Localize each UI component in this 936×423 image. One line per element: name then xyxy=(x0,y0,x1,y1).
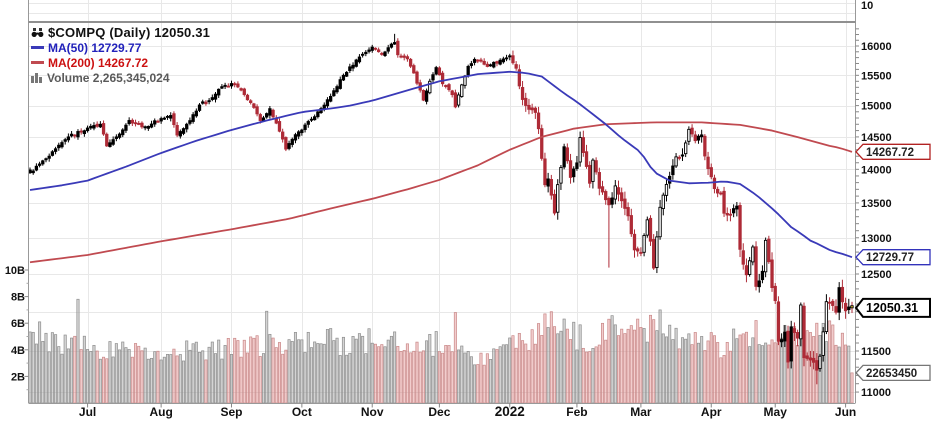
svg-text:15500: 15500 xyxy=(861,70,892,82)
svg-text:10: 10 xyxy=(861,0,873,12)
svg-text:2022: 2022 xyxy=(495,404,525,419)
svg-text:Oct: Oct xyxy=(292,405,312,419)
svg-text:11500: 11500 xyxy=(861,346,891,358)
svg-text:May: May xyxy=(764,405,788,419)
svg-text:2B: 2B xyxy=(11,371,25,383)
svg-text:11000: 11000 xyxy=(861,387,891,399)
svg-text:Jun: Jun xyxy=(835,405,856,419)
svg-text:4B: 4B xyxy=(11,345,25,357)
svg-text:13000: 13000 xyxy=(861,233,892,245)
svg-text:Feb: Feb xyxy=(566,405,587,419)
svg-text:12729.77: 12729.77 xyxy=(866,252,914,264)
svg-text:Apr: Apr xyxy=(701,405,722,419)
svg-text:16000: 16000 xyxy=(861,41,892,53)
svg-text:Jul: Jul xyxy=(79,405,96,419)
svg-text:Aug: Aug xyxy=(149,405,172,419)
svg-text:Nov: Nov xyxy=(361,405,384,419)
svg-text:14000: 14000 xyxy=(861,164,892,176)
svg-text:Sep: Sep xyxy=(220,405,242,419)
svg-text:12500: 12500 xyxy=(861,269,892,281)
svg-text:15000: 15000 xyxy=(861,101,892,113)
svg-text:12050.31: 12050.31 xyxy=(866,301,918,315)
svg-text:13500: 13500 xyxy=(861,198,892,210)
svg-text:14500: 14500 xyxy=(861,132,892,144)
svg-text:Dec: Dec xyxy=(428,405,450,419)
svg-text:10B: 10B xyxy=(5,265,25,277)
svg-text:8B: 8B xyxy=(11,292,25,304)
svg-text:Mar: Mar xyxy=(630,405,652,419)
svg-text:14267.72: 14267.72 xyxy=(866,147,914,159)
svg-text:22653450: 22653450 xyxy=(866,368,917,380)
svg-text:6B: 6B xyxy=(11,318,25,330)
